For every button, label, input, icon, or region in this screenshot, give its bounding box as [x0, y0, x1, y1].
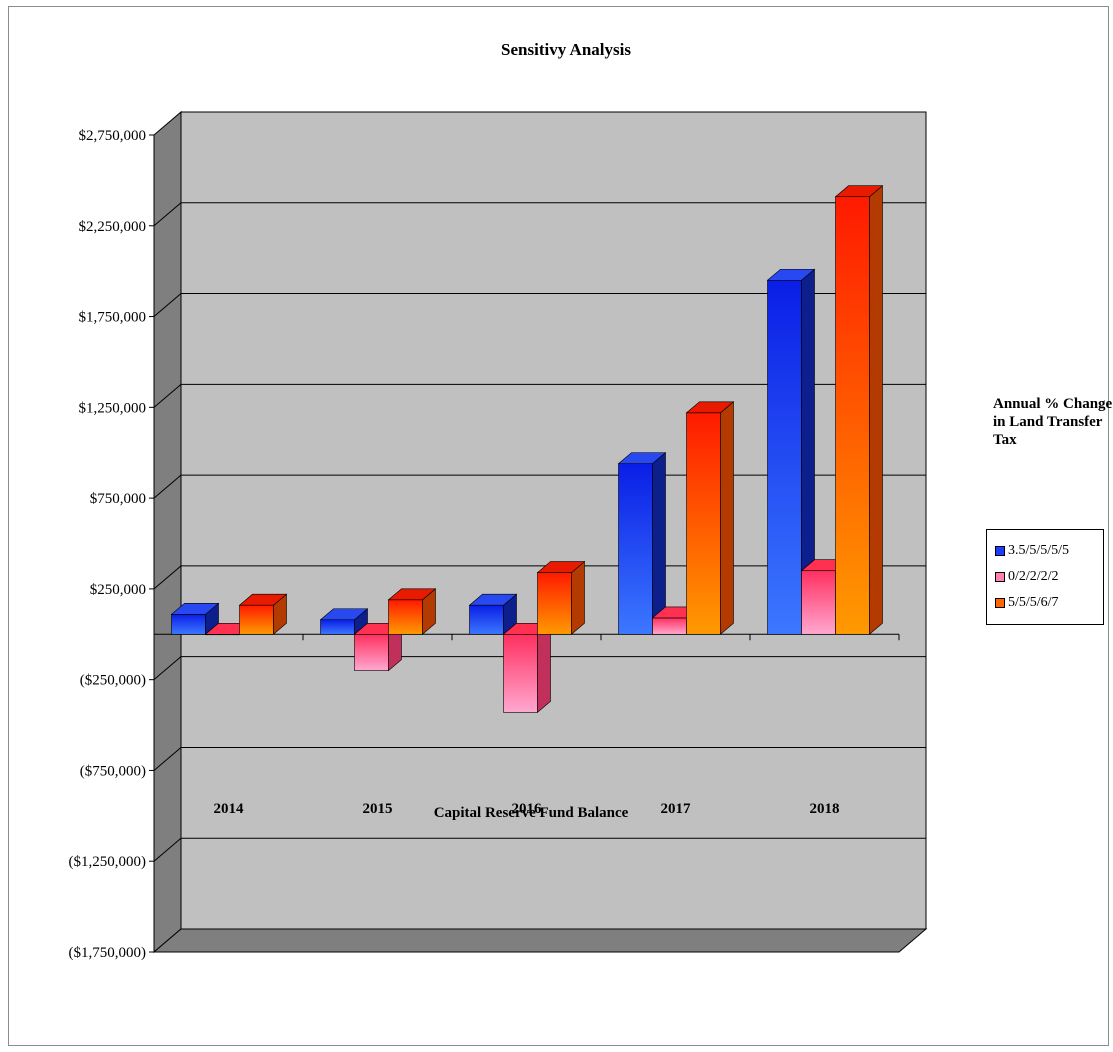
bar-0/2/2/2/2-2016-side — [537, 622, 551, 713]
bar-0/2/2/2/2-2016 — [503, 633, 538, 713]
bar-3.5/5/5/5/5-2014 — [171, 614, 206, 635]
bar-5/5/5/6/7-2014-top — [238, 593, 288, 606]
bar-5/5/5/6/7-2018-top — [834, 185, 884, 198]
bar-3.5/5/5/5/5-2017-top — [617, 452, 667, 464]
legend-label: 3.5/5/5/5/5 — [1008, 543, 1070, 558]
bar-5/5/5/6/7-2017-top — [685, 401, 735, 414]
bar-5/5/5/6/7-2016-side — [571, 560, 585, 635]
x-tick-label: 2018 — [810, 801, 840, 817]
y-tick-label: ($750,000) — [80, 763, 146, 779]
bar-5/5/5/6/7-2016-top — [536, 561, 586, 573]
gridline-side — [153, 383, 182, 408]
bar-3.5/5/5/5/5-2017 — [618, 463, 653, 635]
bar-0/2/2/2/2-2017 — [652, 617, 687, 635]
legend-label: 0/2/2/2/2 — [1008, 569, 1059, 584]
bar-3.5/5/5/5/5-2014-top — [170, 603, 220, 615]
bar-0/2/2/2/2-2015 — [354, 633, 389, 671]
bar-5/5/5/6/7-2018-side — [869, 185, 883, 635]
gridline-side — [153, 747, 182, 771]
bar-3.5/5/5/5/5-2017-side — [652, 451, 666, 635]
legend-swatch — [995, 598, 1005, 608]
legend-item: 0/2/2/2/2 — [995, 568, 1059, 586]
bar-5/5/5/6/7-2015 — [388, 599, 423, 635]
bar-3.5/5/5/5/5-2015 — [320, 619, 355, 635]
legend-label: 5/5/5/6/7 — [1008, 595, 1059, 610]
x-axis-label: Capital Reserve Fund Balance — [434, 805, 629, 821]
bar-5/5/5/6/7-2015-top — [387, 588, 437, 601]
bar-3.5/5/5/5/5-2015-top — [319, 608, 369, 621]
legend-swatch — [995, 546, 1005, 556]
bar-0/2/2/2/2-2018 — [801, 570, 836, 635]
gridline-side — [153, 656, 182, 681]
legend-swatch — [995, 572, 1005, 582]
y-tick-label: $2,750,000 — [79, 128, 147, 144]
gridline-side — [153, 837, 182, 862]
chart-canvas: Sensitivy Analysis $2,750,000 $2,250,000 $… — [69, 40, 928, 961]
gridline-side — [153, 293, 182, 317]
x-tick-label: 2015 — [363, 801, 393, 817]
bar-5/5/5/6/7-2016 — [537, 572, 572, 635]
gridline-side — [153, 202, 182, 227]
bar-5/5/5/6/7-2017 — [686, 412, 721, 635]
x-tick-label: 2016 — [512, 801, 543, 817]
chart-frame: Sensitivy Analysis $2,750,000 $2,250,000 $… — [8, 6, 1112, 1046]
y-tick-label: $1,250,000 — [79, 400, 147, 416]
legend-title: Annual % Change in Land Transfer Tax — [993, 396, 1113, 448]
legend-item: 3.5/5/5/5/5 — [995, 542, 1069, 560]
y-tick-label: $250,000 — [90, 582, 146, 598]
gridline-side — [153, 565, 182, 590]
y-tick-label: ($1,750,000) — [69, 945, 147, 961]
bar-3.5/5/5/5/5-2016 — [469, 604, 504, 635]
y-tick-label: $2,250,000 — [79, 219, 147, 235]
bar-5/5/5/6/7-2018 — [835, 196, 870, 635]
x-tick-label: 2017 — [661, 801, 692, 817]
bar-3.5/5/5/5/5-2018-top — [766, 268, 816, 281]
bar-3.5/5/5/5/5-2018 — [767, 279, 802, 635]
y-tick-label: $750,000 — [90, 491, 146, 507]
bar-3.5/5/5/5/5-2016-top — [468, 593, 518, 606]
bar-5/5/5/6/7-2017-side — [720, 401, 734, 635]
chart-title: Sensitivy Analysis — [501, 40, 631, 59]
legend: 3.5/5/5/5/5 0/2/2/2/2 5/5/5/6/7 — [986, 529, 1104, 625]
chart-floor — [152, 928, 928, 953]
gridline-side — [153, 474, 182, 499]
chart-side-wall — [153, 110, 182, 954]
y-tick-label: ($250,000) — [80, 673, 146, 689]
x-tick-label: 2014 — [214, 801, 245, 817]
bar-5/5/5/6/7-2014 — [239, 604, 274, 635]
legend-item: 5/5/5/6/7 — [995, 594, 1059, 612]
y-tick-label: ($1,250,000) — [69, 854, 147, 870]
y-tick-label: $1,750,000 — [79, 310, 147, 326]
